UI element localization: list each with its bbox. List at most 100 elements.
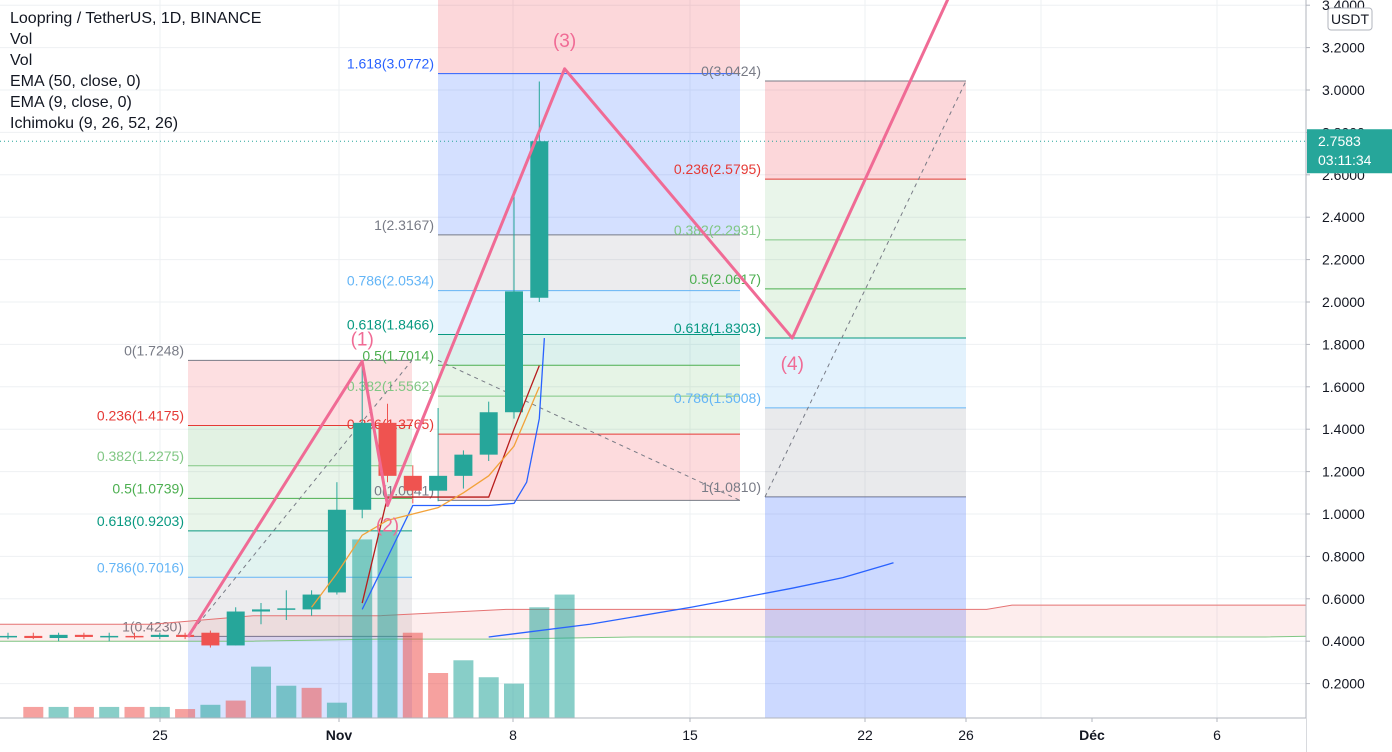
candle-body[interactable] [378,422,397,476]
fib-c-level-label: 0(3.0424) [701,63,761,79]
time-tick-label: 22 [857,727,873,743]
candle-body[interactable] [302,594,321,610]
wave-label: (4) [781,354,804,375]
candle-body[interactable] [49,634,68,639]
fib-a-zone [188,360,412,426]
ichimoku-cloud [0,605,1392,642]
fib-a-level-label: 0.786(0.7016) [97,559,184,575]
candle-body[interactable] [252,609,270,612]
price-tick-label: 1.0000 [1322,506,1365,522]
candle-body[interactable] [327,509,346,593]
candle-body[interactable] [277,608,296,610]
volume-bar [149,706,170,718]
candle-body[interactable] [429,475,448,491]
currency-badge[interactable] [1327,7,1373,31]
volume-bar [428,673,449,718]
volume-bar [301,687,322,718]
fib-b-zone [438,334,740,366]
volume-bar [73,706,94,718]
volume-bar [402,632,423,718]
candle-body[interactable] [403,475,422,491]
fib-a-level-label: 1(0.4230) [122,618,182,634]
candle-body[interactable] [74,634,93,637]
fib-a-zone [188,530,412,578]
fib-b-level-label: 0.5(1.7014) [362,347,434,363]
price-tick-label: 1.2000 [1322,464,1365,480]
legend-volume-1[interactable]: Vol [10,31,33,48]
volume-bar [352,539,373,718]
fib-c-zone [765,407,966,497]
candle-body[interactable] [226,611,245,646]
fib-b-level-label: 0.382(1.5562) [347,378,434,394]
ema-50-line [488,562,894,638]
fib-a-level-label: 0(1.7248) [124,342,184,358]
price-axis[interactable] [1306,0,1392,752]
volume-bar [23,706,44,718]
fib-c-zone [765,337,966,408]
volume-bar [200,704,221,718]
price-tick-label: 0.4000 [1322,633,1365,649]
fib-a-level-label: 0.382(1.2275) [97,448,184,464]
volume-bar [377,530,398,718]
fib-a-time-zone [188,636,412,718]
time-tick-label: Déc [1079,727,1105,743]
candle-body[interactable] [353,422,372,510]
fib-b-zone [438,73,740,235]
candle-body[interactable] [24,635,43,639]
wave-label: (3) [553,31,576,52]
candle-body[interactable] [125,635,144,638]
volume-bar [276,685,297,718]
fib-b-zone [438,234,740,291]
candle-body[interactable] [201,632,220,646]
time-tick-label: 26 [958,727,974,743]
fib-b-level-label: 1.618(3.0772) [347,56,434,72]
fib-c-trendline [764,80,967,498]
legend-ema-9[interactable]: EMA (9, close, 0) [10,94,132,111]
legend-volume-2[interactable]: Vol [10,52,33,69]
price-tick-label: 2.2000 [1322,252,1365,268]
volume-bar [326,702,347,718]
time-tick-label: Nov [326,727,353,743]
fib-c-zone [765,179,966,240]
time-axis[interactable] [0,718,1306,752]
last-price-tag [1307,129,1392,174]
candle-body[interactable] [176,634,195,637]
fib-a-zone [188,577,412,637]
fib-b-level-label: 0.618(1.8466) [347,317,434,333]
symbol-title[interactable]: Loopring / TetherUS, 1D, BINANCE [10,10,262,27]
bar-countdown-label: 03:11:34 [1318,152,1372,168]
candle-body[interactable] [479,412,498,455]
price-tick-label: 0.6000 [1322,591,1365,607]
volume-bar [175,709,196,718]
fib-c-level-label: 0.786(1.5008) [674,390,761,406]
candle-body[interactable] [454,454,473,476]
time-tick-label: 8 [509,727,517,743]
candle-body[interactable] [150,634,169,637]
legend-ichimoku[interactable]: Ichimoku (9, 26, 52, 26) [10,115,179,132]
elliott-wave-path[interactable] [186,0,950,638]
price-tick-label: 1.6000 [1322,379,1365,395]
candle-body[interactable] [100,635,119,638]
volume-bar [529,607,550,718]
fib-c-level-label: 0.618(1.8303) [674,320,761,336]
volume-bar [478,677,499,718]
candle-body[interactable] [0,635,17,638]
price-tick-label: 3.0000 [1322,82,1365,98]
fib-c-level-label: 0.5(2.0617) [689,271,761,287]
chart-legend: Loopring / TetherUS, 1D, BINANCE Vol Vol… [10,8,261,134]
fib-b-top-zone [438,0,740,74]
volume-bar [124,706,145,718]
time-tick-label: 15 [682,727,698,743]
fib-b-level-label: 0.786(2.0534) [347,273,434,289]
legend-ema-50[interactable]: EMA (50, close, 0) [10,73,141,90]
fib-c-zone [765,81,966,180]
price-tick-label: 2.4000 [1322,209,1365,225]
fib-c-level-label: 0.236(2.5795) [674,161,761,177]
candle-body[interactable] [505,291,523,413]
fib-a-level-label: 0.236(1.4175) [97,407,184,423]
candle-body[interactable] [530,141,549,298]
fib-c-level-label: 0.382(2.2931) [674,222,761,238]
ichimoku-base-line [361,365,540,604]
